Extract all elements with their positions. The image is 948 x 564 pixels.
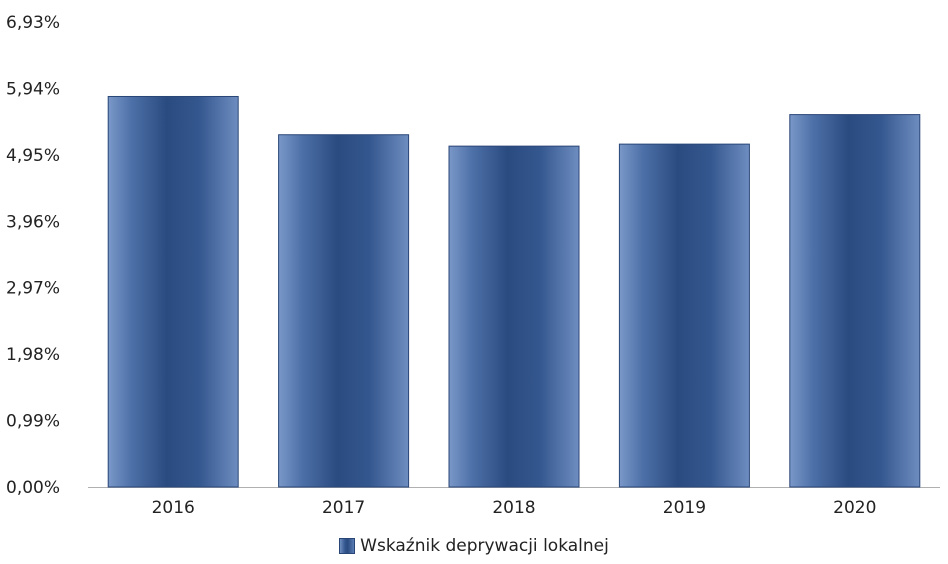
y-tick-label: 3,96% [6,212,60,232]
bar-2016 [107,95,239,488]
y-tick-label: 2,97% [6,279,60,299]
y-tick-label: 5,94% [6,79,60,99]
x-tick-label: 2016 [152,498,195,518]
bar-2017 [278,134,410,488]
bar-2019 [618,143,750,488]
x-tick-label: 2020 [833,498,876,518]
y-tick-label: 0,99% [6,412,60,432]
legend-label: Wskaźnik deprywacji lokalnej [360,536,609,556]
legend-swatch [339,538,356,554]
y-tick-label: 1,98% [6,345,60,365]
x-axis: 2016 2017 2018 2019 2020 [152,498,877,518]
x-tick-label: 2018 [492,498,535,518]
y-tick-label: 4,95% [6,146,60,166]
x-tick-label: 2019 [663,498,706,518]
bar-series [107,95,921,488]
y-tick-label: 6,93% [6,13,60,33]
x-tick-label: 2017 [322,498,365,518]
legend: Wskaźnik deprywacji lokalnej [0,536,948,556]
bar-2020 [789,114,921,488]
y-tick-label: 0,00% [6,478,60,498]
bar-2018 [448,145,580,488]
